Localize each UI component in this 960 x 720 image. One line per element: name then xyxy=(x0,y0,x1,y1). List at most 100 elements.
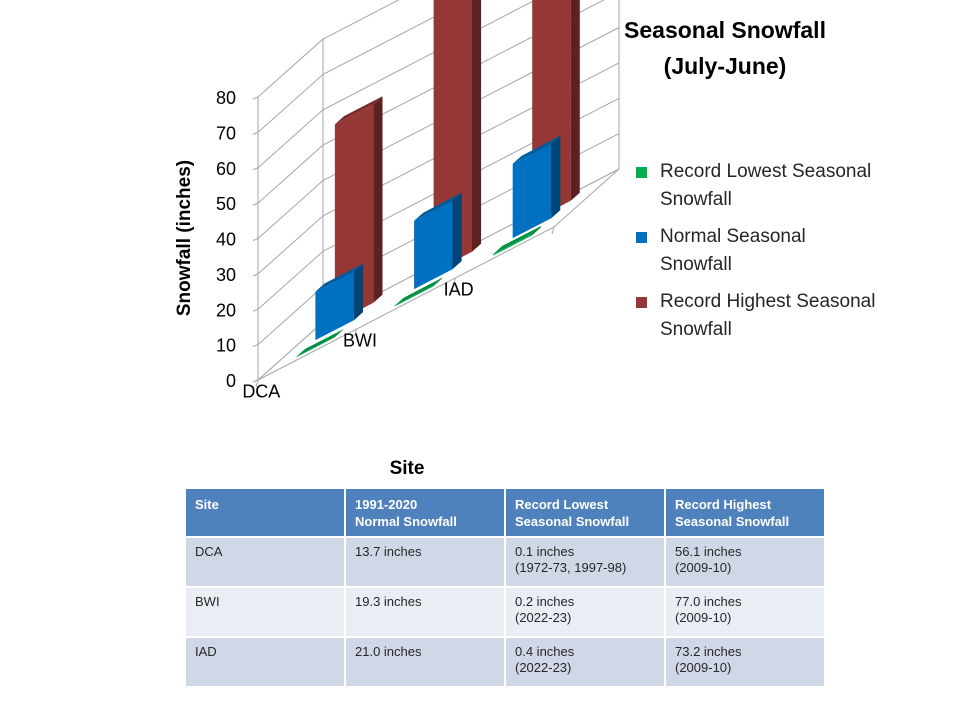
cell-text: 0.1 inches xyxy=(515,544,575,559)
table-row: DCA 13.7 inches 0.1 inches (1972-73, 199… xyxy=(184,536,826,588)
x-axis-title: Site xyxy=(390,458,425,479)
y-tick-label: 10 xyxy=(216,336,236,356)
cell-text: (2022-23) xyxy=(515,660,572,675)
cell-text: 77.0 inches xyxy=(675,594,742,609)
y-tick-label: 20 xyxy=(216,300,236,320)
chart-bars xyxy=(295,0,580,358)
cell-normal: 21.0 inches xyxy=(344,636,506,688)
bar-side-face xyxy=(551,135,561,219)
cell-text: DCA xyxy=(195,544,223,559)
bar-record-lowest-seasonal-snowfall-bwi xyxy=(394,277,443,307)
header-lowest-line-2: Seasonal Snowfall xyxy=(515,514,630,529)
header-highest-line-1: Record Highest xyxy=(675,497,772,512)
chart-title-line-2: (July-June) xyxy=(663,53,787,79)
cell-record-lowest: 0.4 inches (2022-23) xyxy=(504,636,666,688)
y-tick-mark xyxy=(252,308,259,312)
gridline xyxy=(257,0,605,204)
y-tick-mark xyxy=(252,96,259,100)
x-tick-labels: DCA BWI IAD xyxy=(242,280,473,402)
legend-item-record-lowest: Record Lowest Seasonal Snowfall xyxy=(636,158,876,214)
legend-item-record-highest: Record Highest Seasonal Snowfall xyxy=(636,288,876,344)
y-axis-title: Snowfall (inches) xyxy=(174,160,195,316)
cell-record-lowest: 0.1 inches (1972-73, 1997-98) xyxy=(504,536,666,588)
chart-title-line-1: Seasonal Snowfall xyxy=(624,17,826,43)
x-tick-mark xyxy=(354,328,358,337)
cell-site: DCA xyxy=(184,536,346,588)
bar-record-lowest-seasonal-snowfall-dca xyxy=(295,329,344,358)
bar-top-face xyxy=(315,263,363,292)
legend-swatch-record-highest xyxy=(636,297,647,308)
bar-side-face xyxy=(334,329,344,338)
header-normal-line-1: 1991-2020 xyxy=(355,497,418,512)
cell-text: (2022-23) xyxy=(515,610,572,625)
legend-item-normal: Normal Seasonal Snowfall xyxy=(636,223,876,279)
snowfall-3d-bar-chart: 0 10 20 30 40 50 60 70 80 DCA BWI IAD Site Snowfal… xyxy=(174,0,620,479)
y-tick-mark xyxy=(252,131,259,135)
y-tick-labels: 0 10 20 30 40 50 60 70 80 xyxy=(216,88,236,391)
cell-text: 56.1 inches xyxy=(675,544,742,559)
bar-front-face xyxy=(394,285,433,307)
y-tick-mark xyxy=(252,273,259,277)
header-highest-line-2: Seasonal Snowfall xyxy=(675,514,790,529)
header-site: Site xyxy=(184,487,346,538)
cell-text: 0.2 inches xyxy=(515,594,575,609)
bar-record-highest-seasonal-snowfall-dca xyxy=(334,96,383,323)
cell-record-highest: 77.0 inches (2009-10) xyxy=(664,586,826,638)
cell-record-highest: 56.1 inches (2009-10) xyxy=(664,536,826,588)
bar-side-face xyxy=(472,0,482,252)
x-tick-label: BWI xyxy=(343,331,377,351)
bar-front-face xyxy=(512,143,552,239)
y-tick-mark xyxy=(252,344,259,348)
bar-top-face xyxy=(334,96,383,125)
bar-top-face xyxy=(295,329,344,358)
bar-front-face xyxy=(315,271,354,341)
cell-normal: 13.7 inches xyxy=(344,536,506,588)
cell-text: IAD xyxy=(195,644,217,659)
bar-top-face xyxy=(394,277,443,306)
gridline xyxy=(257,0,537,169)
cell-site: BWI xyxy=(184,586,346,638)
header-site-line-1: Site xyxy=(195,497,219,512)
header-record-lowest: Record Lowest Seasonal Snowfall xyxy=(504,487,666,538)
bar-side-face xyxy=(373,96,383,303)
y-tick-mark xyxy=(252,379,259,383)
x-tick-mark xyxy=(452,277,456,286)
bar-top-face xyxy=(493,226,541,255)
cell-normal: 19.3 inches xyxy=(344,586,506,638)
bar-side-face xyxy=(570,0,580,201)
header-lowest-line-1: Record Lowest xyxy=(515,497,609,512)
x-tick-label: IAD xyxy=(444,280,474,300)
y-tick-label: 30 xyxy=(216,265,236,285)
cell-text: (2009-10) xyxy=(675,660,732,675)
cell-text: 19.3 inches xyxy=(355,594,422,609)
bar-side-face xyxy=(433,277,443,287)
y-tick-mark xyxy=(252,167,259,171)
cell-text: 13.7 inches xyxy=(355,544,422,559)
x-tick-mark xyxy=(255,379,259,388)
bar-top-face xyxy=(512,135,561,164)
gridline xyxy=(257,0,469,133)
bar-normal-seasonal-snowfall-bwi xyxy=(414,192,462,290)
cell-record-highest: 73.2 inches (2009-10) xyxy=(664,636,826,688)
legend-swatch-normal xyxy=(636,232,647,243)
y-tick-label: 0 xyxy=(226,371,236,391)
y-tick-label: 60 xyxy=(216,159,236,179)
cell-site: IAD xyxy=(184,636,346,688)
table-row: IAD 21.0 inches 0.4 inches (2022-23) 73.… xyxy=(184,636,826,688)
legend-swatch-record-lowest xyxy=(636,167,647,178)
y-tick-label: 70 xyxy=(216,123,236,143)
header-normal-line-2: Normal Snowfall xyxy=(355,514,457,529)
cell-text: 0.4 inches xyxy=(515,644,575,659)
legend-label-record-lowest: Record Lowest Seasonal Snowfall xyxy=(660,161,872,210)
bar-side-face xyxy=(353,263,363,321)
cell-text: (2009-10) xyxy=(675,610,732,625)
cell-text: BWI xyxy=(195,594,220,609)
snowfall-data-table: Site 1991-2020 Normal Snowfall Record Lo… xyxy=(184,487,826,688)
cell-text: (2009-10) xyxy=(675,560,732,575)
y-tick-mark xyxy=(252,202,259,206)
cell-text: 73.2 inches xyxy=(675,644,742,659)
bar-normal-seasonal-snowfall-iad xyxy=(512,135,561,239)
table-header-row: Site 1991-2020 Normal Snowfall Record Lo… xyxy=(184,487,826,538)
bar-record-lowest-seasonal-snowfall-iad xyxy=(493,226,541,256)
gridline xyxy=(257,97,620,310)
